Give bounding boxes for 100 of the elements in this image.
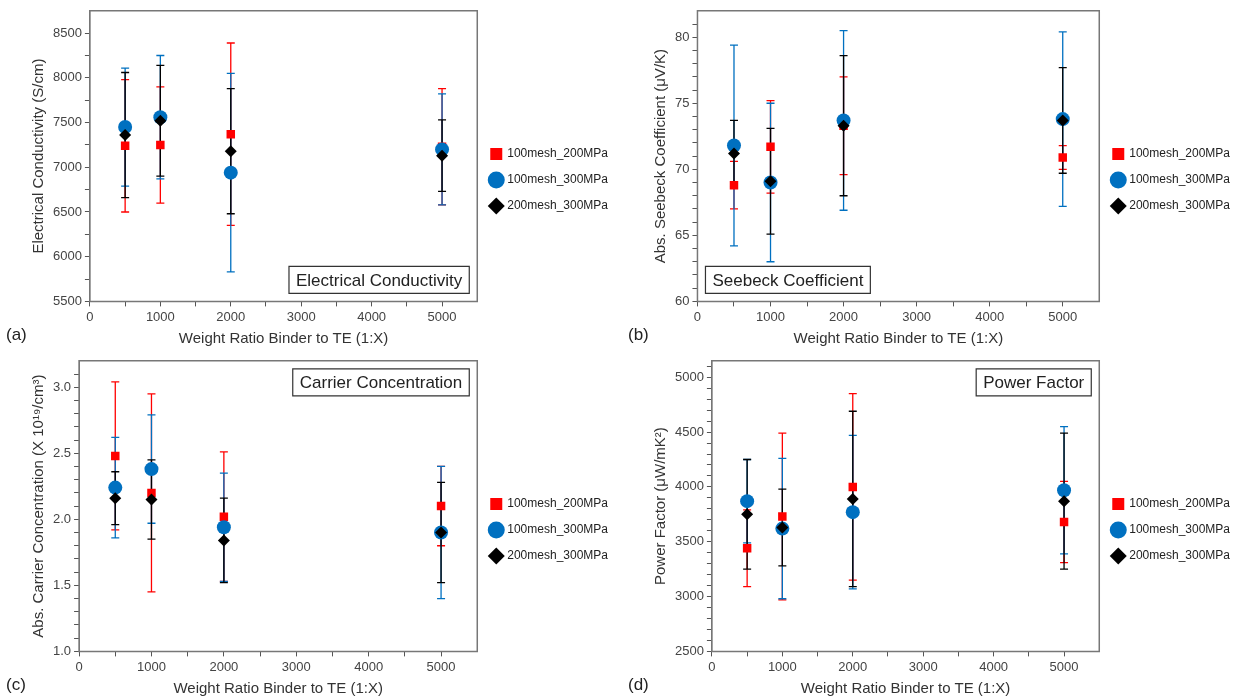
x-tick-label: 0 [693, 308, 702, 324]
point [108, 480, 123, 495]
x-tick-label: 5000 [426, 658, 456, 674]
point [778, 512, 787, 521]
y-tick-label: 7500 [53, 114, 82, 130]
text: (c) [6, 675, 26, 695]
x-tick-label: 3000 [902, 308, 932, 324]
legend-label: 100mesh_300MPa [507, 172, 609, 187]
y-tick-label: 60 [674, 292, 690, 308]
x-tick-label: 0 [708, 658, 716, 674]
legend-label: 100mesh_200MPa [1129, 146, 1231, 161]
x-tick-label: 5000 [427, 308, 457, 324]
legend-label: 200mesh_300MPa [507, 548, 609, 563]
y-tick-label: 5500 [53, 292, 82, 308]
y-tick-label: 7000 [53, 158, 82, 174]
y-tick-label: 75 [674, 94, 690, 110]
x-tick-label: 2000 [829, 308, 859, 324]
x-axis-title: Weight Ratio Binder to TE (1:X) [800, 679, 1011, 697]
point [1058, 495, 1071, 508]
x-tick-label: 4000 [975, 308, 1005, 324]
point [727, 147, 740, 160]
x-tick-label: 1000 [145, 308, 175, 324]
y-tick-label: 6500 [53, 203, 82, 219]
text: Seebeck Coefficient [712, 270, 864, 290]
x-tick-label: 4000 [357, 308, 387, 324]
point [846, 492, 859, 505]
point [144, 462, 159, 477]
y-tick-label: 4000 [675, 478, 704, 494]
text: (b) [628, 325, 649, 345]
x-tick-label: 0 [86, 308, 94, 324]
legend-label: 100mesh_300MPa [1129, 172, 1231, 187]
x-tick-label: 5000 [1048, 308, 1078, 324]
point [740, 494, 755, 509]
text: Power Factor [983, 372, 1085, 392]
text: Electrical Conductivity [295, 270, 463, 290]
y-tick-label: 3.0 [52, 378, 72, 394]
x-axis-title: Weight Ratio Binder to TE (1:X) [793, 329, 1004, 347]
y-axis-title: Abs. Seebeck Coefficient (μV/K) [651, 48, 669, 264]
point [156, 140, 165, 150]
x-tick-label: 1000 [756, 308, 785, 324]
point [223, 165, 238, 180]
x-tick-label: 4000 [979, 658, 1009, 674]
point [219, 512, 229, 521]
x-tick-label: 1000 [137, 658, 166, 674]
y-tick-label: 8500 [53, 24, 82, 40]
point [742, 544, 752, 553]
y-tick-label: 1.0 [52, 642, 72, 658]
y-tick-label: 8000 [53, 69, 82, 85]
y-tick-label: 2.0 [52, 510, 72, 526]
point [741, 508, 754, 521]
text: (a) [6, 325, 27, 345]
legend-label: 100mesh_200MPa [507, 496, 609, 511]
legend-label: 100mesh_200MPa [507, 146, 609, 161]
y-tick-label: 65 [674, 226, 690, 242]
point [111, 451, 120, 461]
text: (d) [628, 675, 649, 695]
y-tick-label: 4500 [675, 423, 704, 439]
point [1057, 483, 1072, 498]
y-tick-label: 3500 [675, 533, 704, 549]
y-tick-label: 5000 [675, 368, 704, 384]
x-tick-label: 3000 [286, 308, 316, 324]
point [845, 505, 860, 520]
legend-label: 200mesh_300MPa [1129, 548, 1231, 563]
x-tick-label: 0 [75, 658, 83, 674]
y-axis-title: Abs. Carrier Concentration (X 10¹⁹/cm³) [29, 374, 47, 638]
text: Carrier Concentration [299, 372, 463, 392]
y-axis-title: Power Factor (μW/mK²) [651, 427, 669, 586]
point [216, 520, 231, 535]
x-tick-label: 5000 [1049, 658, 1079, 674]
point [217, 534, 230, 547]
x-tick-label: 2000 [209, 658, 239, 674]
y-tick-label: 6000 [53, 248, 82, 264]
legend-label: 100mesh_200MPa [1129, 496, 1231, 511]
legend-label: 100mesh_300MPa [507, 522, 609, 537]
legend-label: 200mesh_300MPa [507, 198, 609, 213]
legend-label: 100mesh_300MPa [1129, 522, 1231, 537]
point [224, 145, 237, 158]
x-tick-label: 2000 [216, 308, 246, 324]
y-tick-label: 3000 [675, 588, 704, 604]
x-axis-title: Weight Ratio Binder to TE (1:X) [178, 329, 389, 347]
y-tick-label: 80 [674, 28, 690, 44]
point [154, 114, 167, 127]
point [1058, 153, 1067, 162]
x-tick-label: 3000 [281, 658, 311, 674]
x-tick-label: 1000 [767, 658, 797, 674]
point [145, 493, 158, 506]
point [436, 149, 449, 162]
x-tick-label: 4000 [354, 658, 384, 674]
y-tick-label: 70 [674, 160, 690, 176]
y-tick-label: 2.5 [52, 444, 72, 460]
y-tick-label: 2500 [675, 642, 704, 658]
legend-label: 200mesh_300MPa [1129, 198, 1231, 213]
x-tick-label: 2000 [838, 658, 868, 674]
point [109, 492, 122, 505]
point [766, 142, 775, 152]
y-tick-label: 1.5 [52, 576, 72, 592]
point [119, 129, 132, 142]
x-axis-title: Weight Ratio Binder to TE (1:X) [173, 679, 383, 697]
x-tick-label: 3000 [908, 658, 938, 674]
y-axis-title: Electrical Conductivity (S/cm) [29, 58, 47, 254]
